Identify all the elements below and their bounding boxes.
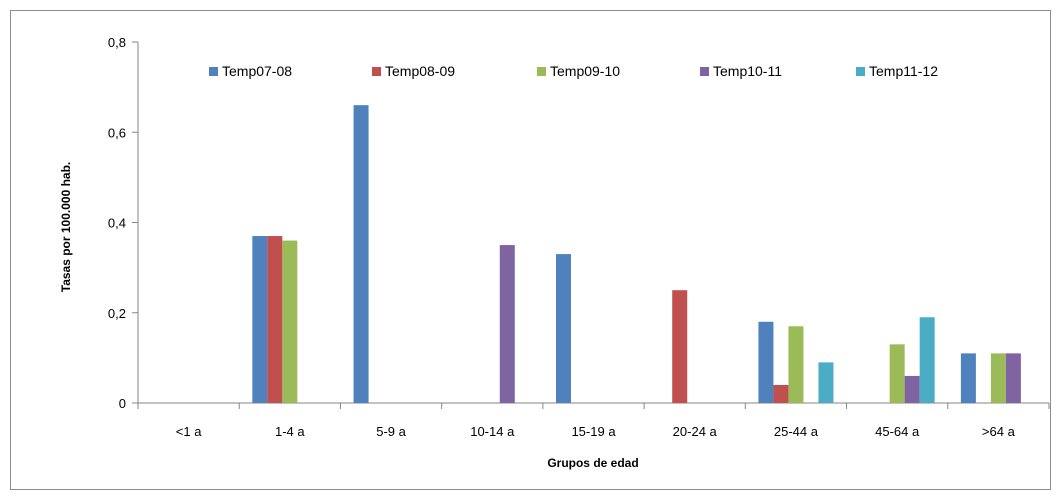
bar (499, 245, 515, 403)
x-tick-label: 10-14 a (470, 424, 515, 439)
bar (758, 321, 774, 403)
x-tick-label: >64 a (982, 424, 1016, 439)
y-tick-label: 0,2 (108, 306, 126, 321)
x-tick-label: 20-24 a (673, 424, 718, 439)
legend-swatch (700, 67, 709, 76)
bar (556, 254, 571, 403)
chart-frame (10, 10, 1051, 490)
bar (773, 384, 789, 403)
x-tick-label: <1 a (176, 424, 202, 439)
legend-label: Temp09-10 (550, 63, 620, 79)
bar (267, 236, 283, 403)
y-tick-label: 0,8 (108, 35, 126, 50)
bar (1005, 353, 1021, 403)
legend-swatch (856, 67, 865, 76)
x-tick-label: 5-9 a (376, 424, 406, 439)
bar (919, 317, 935, 403)
bar (889, 344, 905, 403)
x-tick-label: 45-64 a (875, 424, 920, 439)
legend: Temp07-08 Temp08-09 Temp09-10 Temp10-11 Temp… (209, 63, 938, 79)
x-axis-title: Grupos de edad (547, 456, 638, 470)
bar (960, 353, 976, 403)
bar (672, 290, 688, 403)
legend-swatch (209, 67, 218, 76)
bar (282, 240, 298, 403)
y-axis-title: Tasas por 100.000 hab. (59, 162, 73, 293)
bar (252, 236, 268, 403)
legend-label: Temp10-11 (713, 63, 782, 79)
bar (990, 353, 1006, 403)
y-tick-label: 0 (119, 396, 126, 411)
bar (788, 326, 804, 403)
bar (904, 375, 920, 403)
legend-label: Temp07-08 (222, 63, 292, 79)
legend-swatch (537, 67, 546, 76)
y-tick-label: 0,4 (108, 216, 126, 231)
x-tick-label: 1-4 a (275, 424, 305, 439)
legend-swatch (372, 67, 381, 76)
bar (818, 362, 834, 403)
legend-label: Temp11-12 (869, 63, 938, 79)
x-tick-label: 15-19 a (571, 424, 616, 439)
x-tick-label: 25-44 a (774, 424, 819, 439)
y-tick-label: 0,6 (108, 125, 126, 140)
bar (353, 105, 369, 404)
plot-area: 0 0,2 0,4 0,6 0,8 <1 a 1-4 a 5-9 a 10-14 a 15-19 … (108, 35, 1050, 439)
legend-label: Temp08-09 (385, 63, 455, 79)
